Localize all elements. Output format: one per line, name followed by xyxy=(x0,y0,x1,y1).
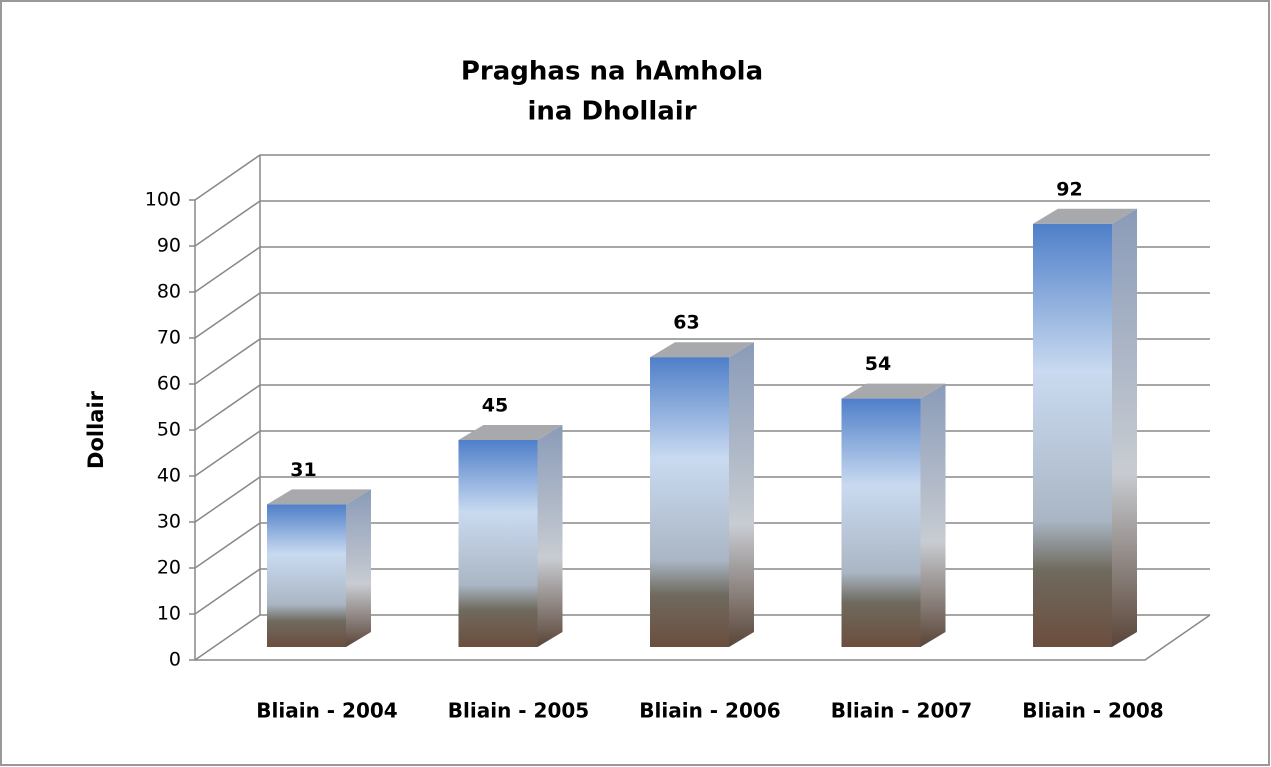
y-tick-label: 10 xyxy=(157,603,181,625)
data-label: 54 xyxy=(865,353,891,375)
bar-side xyxy=(346,489,371,647)
x-tick-label: Bliain - 2005 xyxy=(448,699,589,723)
bar-side xyxy=(729,342,754,647)
bar-side xyxy=(1112,209,1137,647)
x-tick-label: Bliain - 2007 xyxy=(831,699,972,723)
bar xyxy=(1033,224,1112,647)
y-tick-label: 90 xyxy=(157,235,181,257)
data-label: 31 xyxy=(290,459,316,481)
x-tick-label: Bliain - 2008 xyxy=(1022,699,1163,723)
bar xyxy=(842,399,921,647)
chart: Praghas na hAmhola ina Dhollair Dollair … xyxy=(0,0,1271,767)
data-label: 45 xyxy=(482,395,508,417)
x-tick-label: Bliain - 2004 xyxy=(256,699,397,723)
y-tick-label: 70 xyxy=(157,327,181,349)
bar-side xyxy=(538,425,563,647)
data-label: 63 xyxy=(673,312,699,334)
bar xyxy=(650,357,729,647)
y-tick-label: 40 xyxy=(157,465,181,487)
y-axis-label: Dollair xyxy=(84,390,108,469)
bar-side xyxy=(921,384,946,647)
y-tick-label: 100 xyxy=(145,189,181,211)
chart-title: Praghas na hAmhola xyxy=(461,57,763,87)
y-tick-label: 80 xyxy=(157,281,181,303)
y-tick-label: 50 xyxy=(157,419,181,441)
bar xyxy=(267,504,346,647)
y-tick-label: 0 xyxy=(169,649,181,671)
y-tick-label: 20 xyxy=(157,557,181,579)
y-tick-label: 60 xyxy=(157,373,181,395)
x-tick-label: Bliain - 2006 xyxy=(639,699,780,723)
bar xyxy=(459,440,538,647)
chart-title: ina Dhollair xyxy=(527,97,696,127)
y-tick-label: 30 xyxy=(157,511,181,533)
data-label: 92 xyxy=(1056,178,1082,200)
